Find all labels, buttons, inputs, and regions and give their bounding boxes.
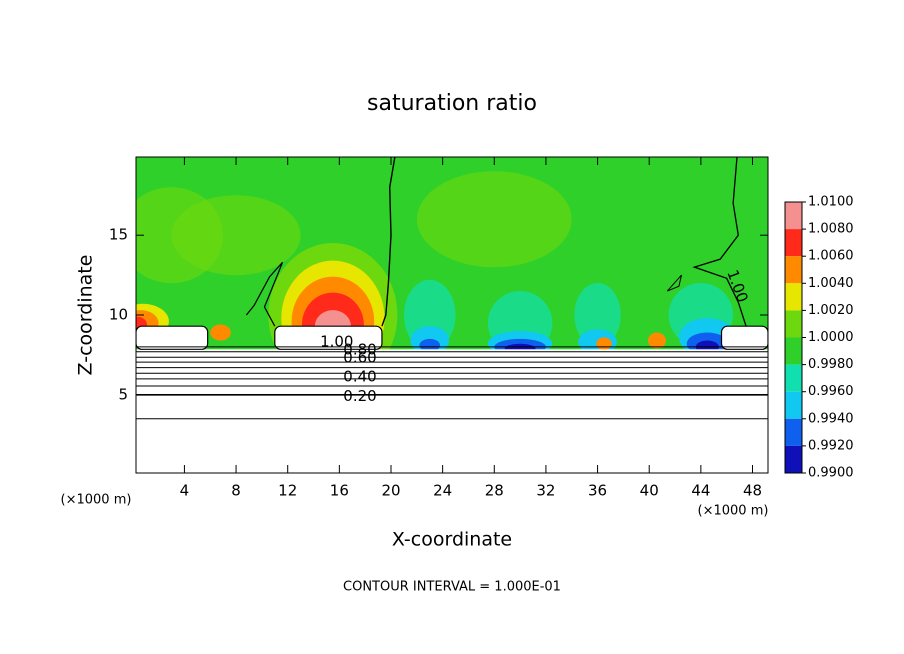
footer-note: CONTOUR INTERVAL = 1.000E-01 xyxy=(343,580,561,595)
contour-line xyxy=(666,274,682,292)
colorbar-swatch xyxy=(785,229,802,257)
colorbar-label: 1.0000 xyxy=(808,330,854,345)
x-tick-label: 44 xyxy=(691,482,710,500)
field-region xyxy=(574,283,621,347)
x-tick-label: 40 xyxy=(640,482,659,500)
field-region xyxy=(210,324,231,341)
field-region xyxy=(596,337,612,351)
contour-line xyxy=(136,377,768,380)
x-tick-label: 48 xyxy=(743,482,762,500)
field-region xyxy=(136,325,209,350)
x-axis-label: X-coordinate xyxy=(392,529,512,551)
contour-line xyxy=(381,157,396,327)
colorbar-label: 0.9980 xyxy=(808,357,854,372)
x-tick-label: 28 xyxy=(485,482,504,500)
x-tick-label: 12 xyxy=(278,482,297,500)
contour-label: 0.60 xyxy=(343,349,376,367)
field-region xyxy=(647,332,666,349)
colorbar-swatch xyxy=(785,337,802,365)
contour-line xyxy=(136,366,768,369)
colorbar-label: 1.0060 xyxy=(808,249,854,264)
colorbar-label: 1.0080 xyxy=(808,222,854,237)
colorbar-label: 0.9900 xyxy=(808,466,854,481)
contour-label: 0.20 xyxy=(343,387,376,405)
contour-line xyxy=(136,372,768,375)
contour-label: 1.00 xyxy=(320,333,353,351)
colorbar-swatch xyxy=(785,256,802,284)
y-tick-label: 15 xyxy=(109,226,128,244)
y-tick-label: 5 xyxy=(118,385,128,403)
colorbar-swatch xyxy=(785,202,802,230)
colorbar-swatch xyxy=(785,391,802,419)
x-tick-label: 20 xyxy=(381,482,400,500)
colorbar-swatch xyxy=(785,310,802,338)
field-region xyxy=(274,325,383,350)
x-unit-label: (×1000 m) xyxy=(61,493,132,508)
x-tick-label: 8 xyxy=(231,482,241,500)
x-tick-label: 24 xyxy=(433,482,452,500)
colorbar-label: 0.9920 xyxy=(808,438,854,453)
contour-line xyxy=(136,356,768,359)
colorbar-swatch xyxy=(785,445,802,473)
contour-line xyxy=(136,385,768,387)
x-tick-label: 4 xyxy=(180,482,190,500)
chart-title: saturation ratio xyxy=(367,91,537,116)
field-region xyxy=(136,349,768,473)
colorbar-swatch xyxy=(785,418,802,446)
colorbar-swatch xyxy=(785,364,802,392)
contour-line xyxy=(136,393,768,397)
field xyxy=(136,157,768,473)
contour-line xyxy=(136,417,768,420)
colorbar-swatch xyxy=(785,283,802,311)
contour-label: 0.80 xyxy=(343,341,376,359)
contour-line xyxy=(245,261,284,327)
x-tick-label: 16 xyxy=(330,482,349,500)
colorbar-label: 1.0100 xyxy=(808,195,854,210)
contour-line xyxy=(136,350,768,353)
field-region xyxy=(416,171,572,268)
colorbar-label: 0.9960 xyxy=(808,384,854,399)
contour-line xyxy=(136,361,768,364)
field-region xyxy=(136,187,224,284)
x-tick-label: 32 xyxy=(536,482,555,500)
colorbar-label: 0.9940 xyxy=(808,411,854,426)
x-unit-label: (×1000 m) xyxy=(698,504,769,519)
contour-label: 0.40 xyxy=(343,368,376,386)
y-axis-label: Z-coordinate xyxy=(75,255,97,376)
field-region xyxy=(720,325,768,350)
contour-line xyxy=(136,345,768,348)
colorbar-label: 1.0020 xyxy=(808,303,854,318)
contour-line xyxy=(692,157,747,327)
x-tick-label: 36 xyxy=(588,482,607,500)
colorbar-label: 1.0040 xyxy=(808,276,854,291)
field-region xyxy=(419,338,441,352)
y-tick-label: 10 xyxy=(109,306,128,324)
